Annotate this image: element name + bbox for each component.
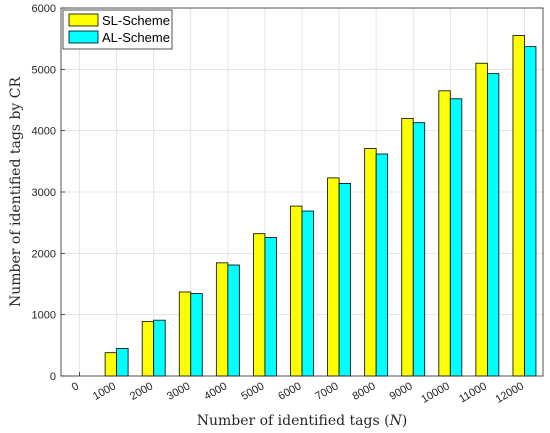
bar-al-scheme-1000 — [116, 347, 129, 377]
bar-sl-scheme-2000 — [141, 321, 155, 377]
bar-sl-scheme-11000 — [475, 62, 488, 377]
y-tick-label: 6000 — [32, 3, 56, 15]
x-axis-label: Number of identified tags (N) — [197, 413, 408, 429]
bar-al-scheme-2000 — [153, 319, 166, 377]
legend: SL-Scheme AL-Scheme — [62, 9, 173, 50]
bar-al-scheme-8000 — [375, 153, 389, 377]
bar-al-scheme-5000 — [264, 236, 277, 377]
y-tick-label: 4000 — [32, 126, 56, 138]
bar-al-scheme-3000 — [190, 293, 203, 377]
bar-al-scheme-4000 — [227, 264, 240, 377]
bar-al-scheme-10000 — [449, 98, 463, 377]
bar-al-scheme-12000 — [524, 46, 537, 377]
bar-sl-scheme-4000 — [215, 262, 229, 377]
bar-al-scheme-7000 — [338, 183, 351, 377]
bar-sl-scheme-12000 — [512, 35, 525, 377]
y-tick-label: 5000 — [32, 64, 56, 76]
legend-label-sl-scheme: SL-Scheme — [102, 13, 170, 28]
bar-sl-scheme-7000 — [327, 177, 340, 377]
bar-al-scheme-9000 — [412, 122, 426, 377]
bar-al-scheme-6000 — [301, 210, 314, 377]
y-axis-ticks: 0 1000 2000 3000 4000 5000 6000 — [32, 3, 65, 383]
bar-sl-scheme-9000 — [401, 118, 414, 377]
y-axis-label: Number of identified tags by CR — [8, 77, 24, 307]
x-tick-label: 0 — [70, 380, 81, 393]
legend-swatch-al-scheme — [68, 30, 99, 44]
legend-swatch-sl-scheme — [68, 13, 99, 27]
y-tick-label: 1000 — [32, 310, 56, 322]
bar-sl-scheme-5000 — [253, 233, 266, 377]
bar-sl-scheme-8000 — [364, 148, 377, 377]
bar-sl-scheme-10000 — [438, 90, 451, 377]
bars — [104, 35, 537, 377]
bar-al-scheme-11000 — [486, 73, 500, 377]
y-tick-label: 0 — [50, 371, 56, 383]
bar-sl-scheme-3000 — [178, 291, 192, 377]
y-tick-label: 3000 — [32, 187, 56, 199]
y-tick-label: 2000 — [32, 248, 56, 260]
legend-label-al-scheme: AL-Scheme — [102, 30, 170, 45]
bar-sl-scheme-1000 — [104, 352, 118, 377]
bar-sl-scheme-6000 — [290, 205, 303, 377]
